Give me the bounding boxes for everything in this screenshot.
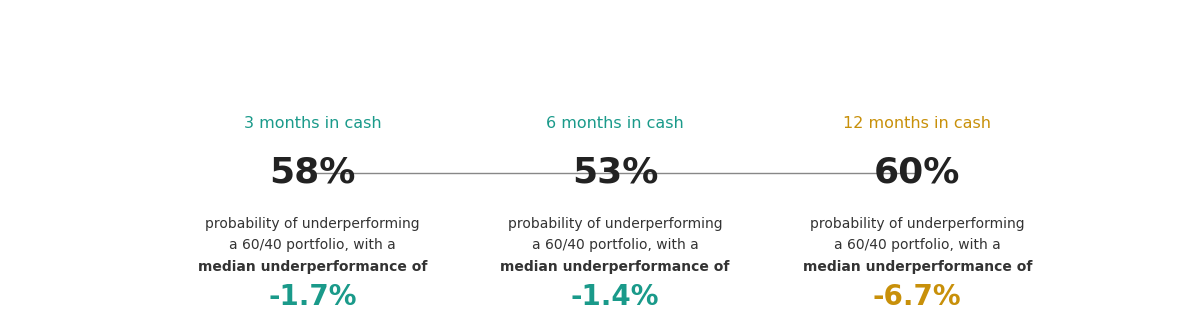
Text: median underperformance of: median underperformance of — [198, 260, 427, 274]
Text: probability of underperforming: probability of underperforming — [508, 217, 722, 231]
Text: 3 months in cash: 3 months in cash — [244, 116, 382, 131]
Text: a 60/40 portfolio, with a: a 60/40 portfolio, with a — [229, 238, 396, 252]
Text: 12 months in cash: 12 months in cash — [844, 116, 991, 131]
Text: 58%: 58% — [270, 156, 356, 190]
Text: 6 months in cash: 6 months in cash — [546, 116, 684, 131]
Text: probability of underperforming: probability of underperforming — [810, 217, 1025, 231]
Text: -6.7%: -6.7% — [872, 284, 961, 312]
Text: median underperformance of: median underperformance of — [500, 260, 730, 274]
Text: a 60/40 portfolio, with a: a 60/40 portfolio, with a — [532, 238, 698, 252]
Text: -1.4%: -1.4% — [571, 284, 659, 312]
Text: median underperformance of: median underperformance of — [803, 260, 1032, 274]
Text: 53%: 53% — [572, 156, 658, 190]
Text: a 60/40 portfolio, with a: a 60/40 portfolio, with a — [834, 238, 1001, 252]
Text: 60%: 60% — [874, 156, 960, 190]
Text: probability of underperforming: probability of underperforming — [205, 217, 420, 231]
Text: -1.7%: -1.7% — [269, 284, 358, 312]
